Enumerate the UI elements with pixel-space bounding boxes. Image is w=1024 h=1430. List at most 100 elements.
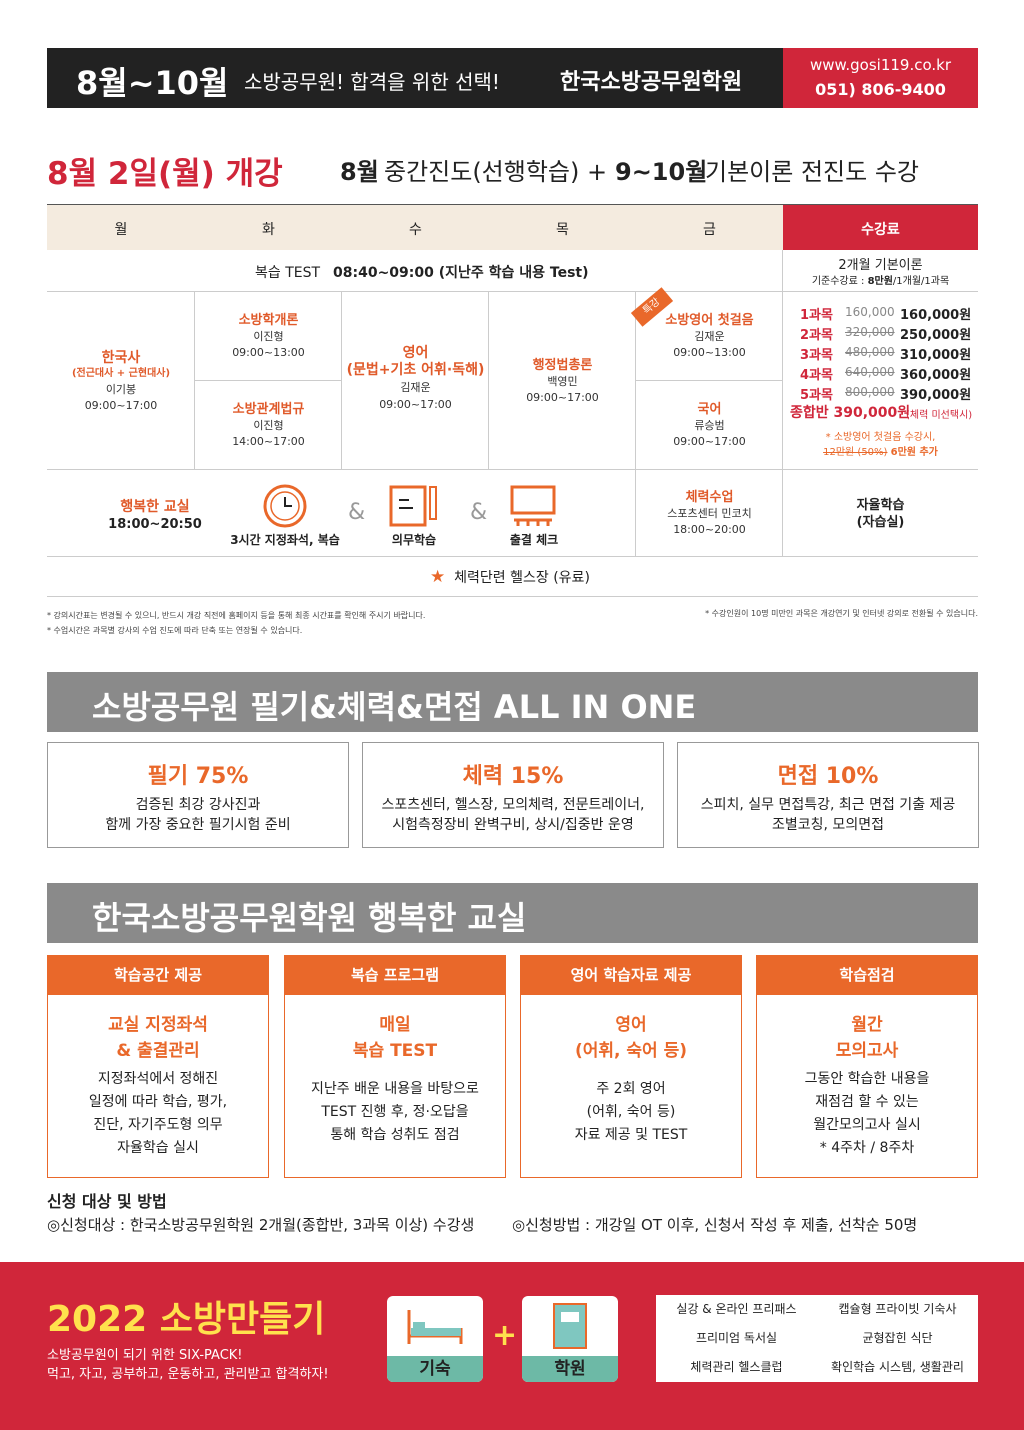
subject: 소방학개론 bbox=[238, 313, 299, 328]
fitness-cell bbox=[636, 470, 783, 557]
fitness-title: 체력수업 bbox=[685, 490, 734, 505]
clock-icon bbox=[263, 484, 307, 528]
fee-original: 640,000 bbox=[845, 365, 895, 379]
benefit-cell: 실강 & 온라인 프리패스 bbox=[656, 1295, 817, 1324]
program-title: 매일 bbox=[379, 1015, 411, 1035]
benefit-cell: 캡슐형 프라이빗 기숙사 bbox=[817, 1295, 978, 1324]
fri-cell bbox=[636, 381, 783, 470]
review-time: 08:40~09:00 (지난주 학습 내용 Test) bbox=[333, 265, 589, 281]
fee-label: 5과목 bbox=[800, 388, 833, 403]
fee-base-amount: 8만원 bbox=[867, 276, 893, 287]
footer-line: 소방공무원이 되기 위한 SIX-PACK! bbox=[47, 1348, 243, 1363]
teacher: 이기봉 bbox=[105, 383, 137, 396]
program-line: 월간모의고사 실시 bbox=[813, 1117, 921, 1133]
subject: 국어 bbox=[697, 402, 722, 417]
day-header: 화 bbox=[262, 222, 275, 238]
fee-label: 1과목 bbox=[800, 308, 833, 323]
gym-row bbox=[47, 557, 978, 597]
time: 09:00~17:00 bbox=[673, 435, 746, 448]
day-header: 수 bbox=[409, 222, 422, 238]
feature-card bbox=[47, 742, 349, 848]
section-bar bbox=[47, 672, 978, 732]
separator: & bbox=[348, 500, 366, 525]
footer-title: 2022 소방만들기 bbox=[47, 1299, 326, 1340]
program-line: 자료 제공 및 TEST bbox=[574, 1127, 688, 1143]
program-line: 지난주 배운 내용을 바탕으로 bbox=[311, 1081, 479, 1097]
note: * 수업시간은 과목별 강사의 수업 진도에 따라 단축 또는 연장될 수 있습… bbox=[47, 626, 303, 635]
happy-cell bbox=[47, 470, 636, 557]
program-line: 그동안 학습한 내용을 bbox=[804, 1071, 930, 1087]
program-line: 지정좌석에서 정해진 bbox=[97, 1071, 219, 1087]
fee-original: 480,000 bbox=[845, 345, 895, 359]
section-bar bbox=[47, 883, 978, 943]
day-header: 수강료 bbox=[861, 222, 900, 238]
day-header: 월 bbox=[114, 222, 128, 238]
subject: 소방영어 첫걸음 bbox=[665, 313, 754, 328]
day-header: 목 bbox=[556, 222, 569, 238]
teacher: 류승범 bbox=[694, 419, 725, 432]
header-contact-box bbox=[783, 48, 978, 108]
feature-title: 면접 10% bbox=[777, 764, 879, 789]
feature-card bbox=[362, 742, 664, 848]
self-study-title: 자율학습 bbox=[856, 498, 905, 513]
total-price: 종합반 390,000원 bbox=[790, 405, 911, 421]
note: * 수강인원이 10명 미만인 과목은 개강연기 및 인터넷 강의로 전환될 수… bbox=[705, 609, 978, 618]
subject-note: (문법+기초 어휘·독해) bbox=[346, 362, 485, 378]
time: 09:00~17:00 bbox=[526, 391, 599, 404]
fee-base-prefix: 기준수강료 : bbox=[811, 276, 865, 287]
time: 14:00~17:00 bbox=[232, 435, 305, 448]
fee-label: 3과목 bbox=[800, 348, 833, 363]
section-title: 소방공무원 필기&체력&면접 ALL IN ONE bbox=[92, 688, 697, 726]
wed-cell bbox=[342, 292, 489, 470]
program-header: 학습공간 제공 bbox=[47, 955, 269, 995]
fee-price: 390,000원 bbox=[900, 388, 972, 403]
feature-card bbox=[677, 742, 979, 848]
program-title: 교실 지정좌석 bbox=[108, 1015, 208, 1035]
fee-label: 2과목 bbox=[800, 328, 833, 343]
program-header: 학습점검 bbox=[756, 955, 978, 995]
mon-cell bbox=[47, 292, 195, 470]
program-line: 재점검 할 수 있는 bbox=[815, 1094, 919, 1110]
fee-note: * 소방영어 첫걸음 수강시, bbox=[825, 432, 936, 443]
feature-line: 스피치, 실무 면접특강, 최근 면접 기출 제공 bbox=[700, 797, 956, 813]
fitness-place: 스포츠센터 민코치 bbox=[667, 507, 752, 520]
fee-header-bg bbox=[783, 205, 978, 250]
fee-label: 4과목 bbox=[800, 368, 833, 383]
gym-text: 체력단련 헬스장 (유료) bbox=[454, 570, 590, 586]
total-note: (체력 미선택시) bbox=[906, 410, 973, 421]
feature-line: 조별코칭, 모의면접 bbox=[772, 817, 884, 833]
header-tagline: 소방공무원! 합격을 위한 선택! bbox=[244, 70, 500, 94]
fee-note-struck: 12만원 (50%) bbox=[823, 447, 888, 458]
feature-line: 함께 가장 중요한 필기시험 준비 bbox=[105, 817, 291, 833]
fee-original: 800,000 bbox=[845, 385, 895, 399]
benefit-cell: 프리미엄 독서실 bbox=[656, 1324, 817, 1353]
program-line: TEST 진행 후, 정·오답을 bbox=[321, 1104, 469, 1120]
note: * 강의시간표는 변경될 수 있으니, 반드시 개강 직전에 홈페이지 등을 통… bbox=[47, 611, 426, 620]
program-line: 진단, 자기주도형 의무 bbox=[93, 1117, 223, 1133]
fee-price: 310,000원 bbox=[900, 348, 972, 363]
bed-icon bbox=[407, 1310, 463, 1344]
section-title: 한국소방공무원학원 행복한 교실 bbox=[92, 899, 527, 937]
feature-line: 검증된 최강 강사진과 bbox=[135, 797, 261, 813]
teacher: 김재운 bbox=[694, 330, 725, 343]
program-header: 영어 학습자료 제공 bbox=[520, 955, 742, 995]
program-line: 자율학습 실시 bbox=[117, 1140, 199, 1156]
program-title: 영어 bbox=[615, 1015, 647, 1035]
header-url: www.gosi119.co.kr bbox=[809, 56, 952, 74]
separator: & bbox=[470, 500, 488, 525]
fee-original: 160,000 bbox=[845, 305, 895, 319]
feature-line: 스포츠센터, 헬스장, 모의체력, 전문트레이너, bbox=[381, 797, 645, 813]
benefit-cell: 확인학습 시스템, 생활관리 bbox=[817, 1353, 978, 1382]
fee-original: 320,000 bbox=[845, 325, 895, 339]
benefit-cell: 균형잡힌 식단 bbox=[817, 1324, 978, 1353]
notebook-icon bbox=[389, 485, 437, 527]
program-title: (어휘, 숙어 등) bbox=[574, 1041, 688, 1061]
apply-heading: 신청 대상 및 방법 bbox=[47, 1192, 167, 1211]
time: 09:00~13:00 bbox=[673, 346, 746, 359]
time: 09:00~17:00 bbox=[379, 398, 452, 411]
header-academy: 한국소방공무원학원 bbox=[560, 70, 743, 95]
happy-item: 출결 체크 bbox=[509, 533, 559, 547]
subject: 한국사 bbox=[101, 350, 141, 366]
